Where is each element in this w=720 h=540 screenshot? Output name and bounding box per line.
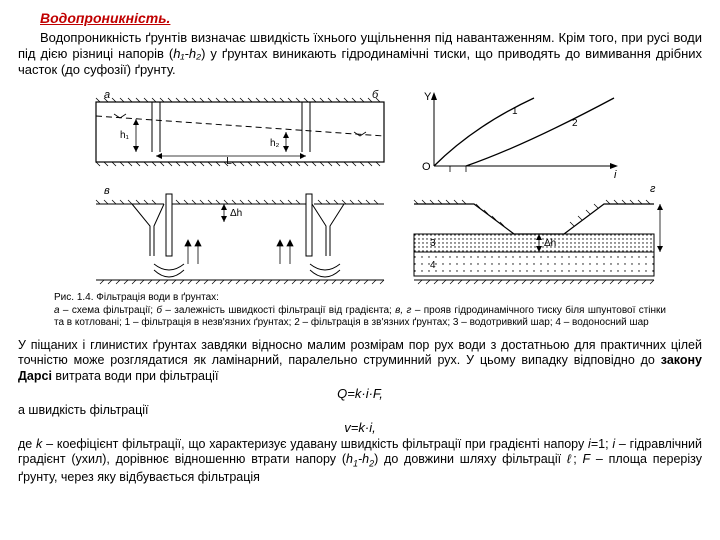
figure-1-4: а б	[54, 86, 666, 286]
section-title: Водопроникність.	[40, 10, 702, 28]
label-v: в	[104, 185, 110, 197]
layer-3: 3	[430, 238, 436, 249]
axis-Y: Y	[424, 91, 432, 103]
equation-v: v=k·i,	[18, 420, 702, 436]
label-dh-g: Δh	[544, 238, 556, 249]
axis-O: O	[422, 161, 431, 173]
panel-v: в Δh	[96, 185, 384, 284]
curve-1: 1	[512, 106, 518, 117]
label-L: L	[226, 156, 232, 167]
axis-i: i	[614, 169, 617, 181]
intro-paragraph: Водопроникність ґрунтів визначає швидкіс…	[18, 30, 702, 79]
panel-b-graph: Y O i 1 2	[422, 91, 618, 181]
p2a: У піщаних і глинистих ґрунтах завдяки ві…	[18, 338, 702, 368]
p2b: витрата води при фільтрації	[52, 369, 219, 383]
panel-a: а б	[96, 89, 384, 167]
layer-4: 4	[430, 260, 436, 271]
label-g: г	[650, 183, 656, 195]
label-dh-v: Δh	[230, 208, 242, 219]
paragraph-3: а швидкість фільтрації	[18, 403, 702, 419]
label-h2: h₂	[270, 138, 280, 149]
curve-2: 2	[572, 118, 578, 129]
label-h1: h₁	[120, 130, 130, 141]
panel-g: г 3 4	[414, 183, 664, 284]
label-b-pos: б	[372, 89, 379, 101]
caption-lead: Рис. 1.4. Фільтрація води в ґрунтах:	[54, 292, 219, 303]
paragraph-2: У піщаних і глинистих ґрунтах завдяки ві…	[18, 338, 702, 385]
intro-h1h2: h₁-h₂	[173, 46, 201, 61]
equation-Q: Q=k·i·F,	[18, 386, 702, 402]
figure-caption: Рис. 1.4. Фільтрація води в ґрунтах: а –…	[54, 292, 666, 330]
paragraph-4: де k – коефіцієнт фільтрації, що характе…	[18, 437, 702, 486]
